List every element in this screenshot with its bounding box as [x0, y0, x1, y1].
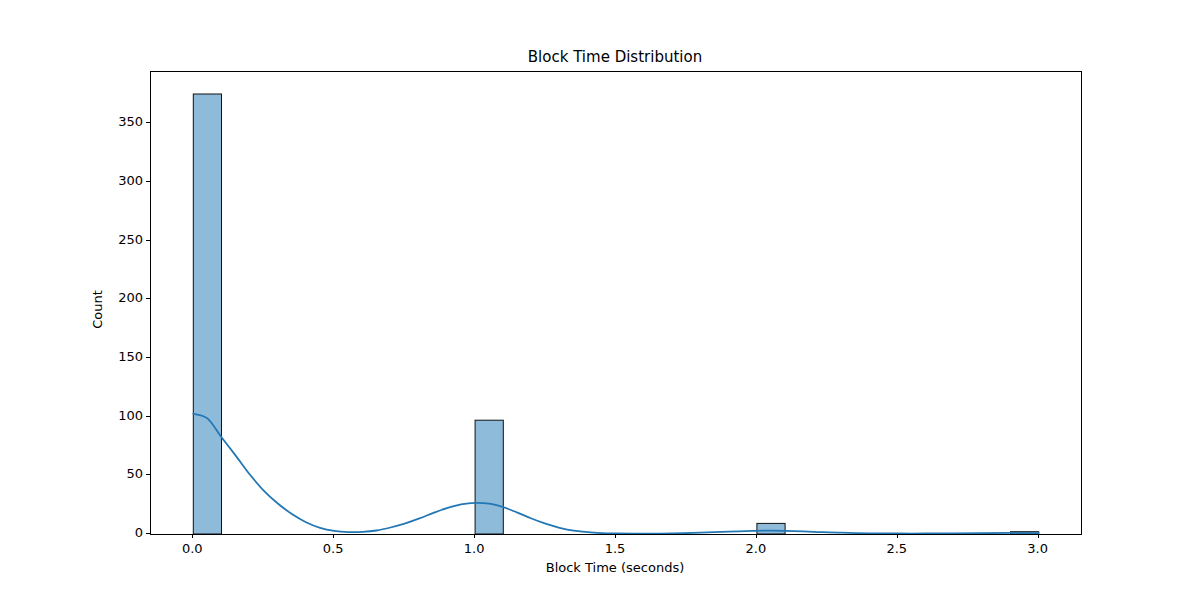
y-axis-tick — [146, 298, 150, 299]
y-axis-tick-label: 350 — [93, 114, 143, 129]
y-axis-tick — [146, 474, 150, 475]
x-axis-tick — [756, 534, 757, 538]
x-axis-tick-label: 1.5 — [593, 541, 637, 556]
x-axis-tick-label: 1.0 — [452, 541, 496, 556]
x-axis-tick — [897, 534, 898, 538]
x-axis-tick — [474, 534, 475, 538]
y-axis-tick — [146, 357, 150, 358]
x-axis-tick-label: 2.5 — [875, 541, 919, 556]
y-axis-tick — [146, 122, 150, 123]
y-axis-tick — [146, 181, 150, 182]
figure: Block Time Distribution Count Block Time… — [0, 0, 1200, 600]
x-axis-tick — [615, 534, 616, 538]
x-axis-tick — [192, 534, 193, 538]
plot-area — [150, 71, 1082, 535]
kde-curve — [193, 414, 1038, 534]
x-axis-tick-label: 0.5 — [311, 541, 355, 556]
y-axis-tick-label: 200 — [93, 290, 143, 305]
histogram-bar — [757, 523, 785, 534]
histogram-kde-plot — [151, 72, 1081, 534]
y-axis-tick — [146, 416, 150, 417]
y-axis-tick-label: 50 — [93, 466, 143, 481]
x-axis-tick-label: 3.0 — [1016, 541, 1060, 556]
x-axis-label: Block Time (seconds) — [150, 560, 1080, 575]
y-axis-tick — [146, 240, 150, 241]
chart-title: Block Time Distribution — [150, 49, 1080, 66]
y-axis-tick-label: 100 — [93, 408, 143, 423]
y-axis-tick-label: 250 — [93, 232, 143, 247]
y-axis-tick — [146, 533, 150, 534]
x-axis-tick — [333, 534, 334, 538]
y-axis-tick-label: 0 — [93, 525, 143, 540]
x-axis-tick-label: 2.0 — [734, 541, 778, 556]
histogram-bar — [475, 420, 503, 534]
x-axis-tick-label: 0.0 — [170, 541, 214, 556]
x-axis-tick — [1038, 534, 1039, 538]
histogram-bar — [193, 94, 221, 534]
y-axis-tick-label: 150 — [93, 349, 143, 364]
y-axis-tick-label: 300 — [93, 173, 143, 188]
